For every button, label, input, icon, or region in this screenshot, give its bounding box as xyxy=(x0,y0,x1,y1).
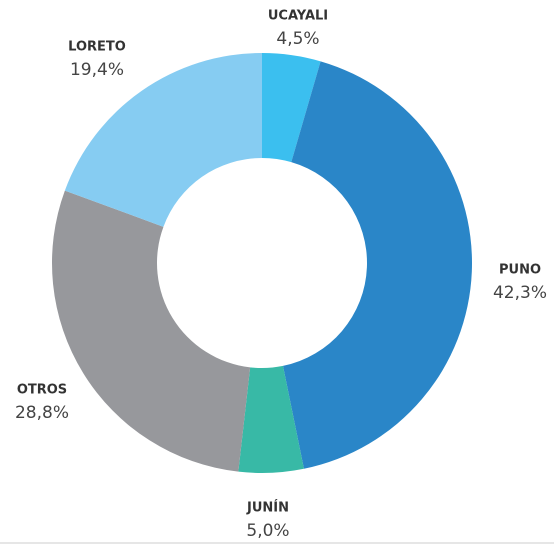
segment-value: 19,4% xyxy=(70,60,124,80)
segment-value: 4,5% xyxy=(276,29,319,49)
segment-value: 28,8% xyxy=(15,403,69,423)
segment-name: PUNO xyxy=(499,263,541,278)
segment-value: 5,0% xyxy=(246,521,289,541)
segment-name: JUNÍN xyxy=(246,500,289,516)
donut-segment xyxy=(64,53,262,227)
segment-value: 42,3% xyxy=(493,283,547,303)
donut-segment xyxy=(262,53,321,163)
donut-segment xyxy=(282,61,473,469)
donut-segment xyxy=(51,190,251,472)
donut-segment xyxy=(238,365,304,474)
segment-name: LORETO xyxy=(68,40,126,55)
segment-name: UCAYALI xyxy=(268,9,328,24)
segment-name: OTROS xyxy=(17,383,67,398)
